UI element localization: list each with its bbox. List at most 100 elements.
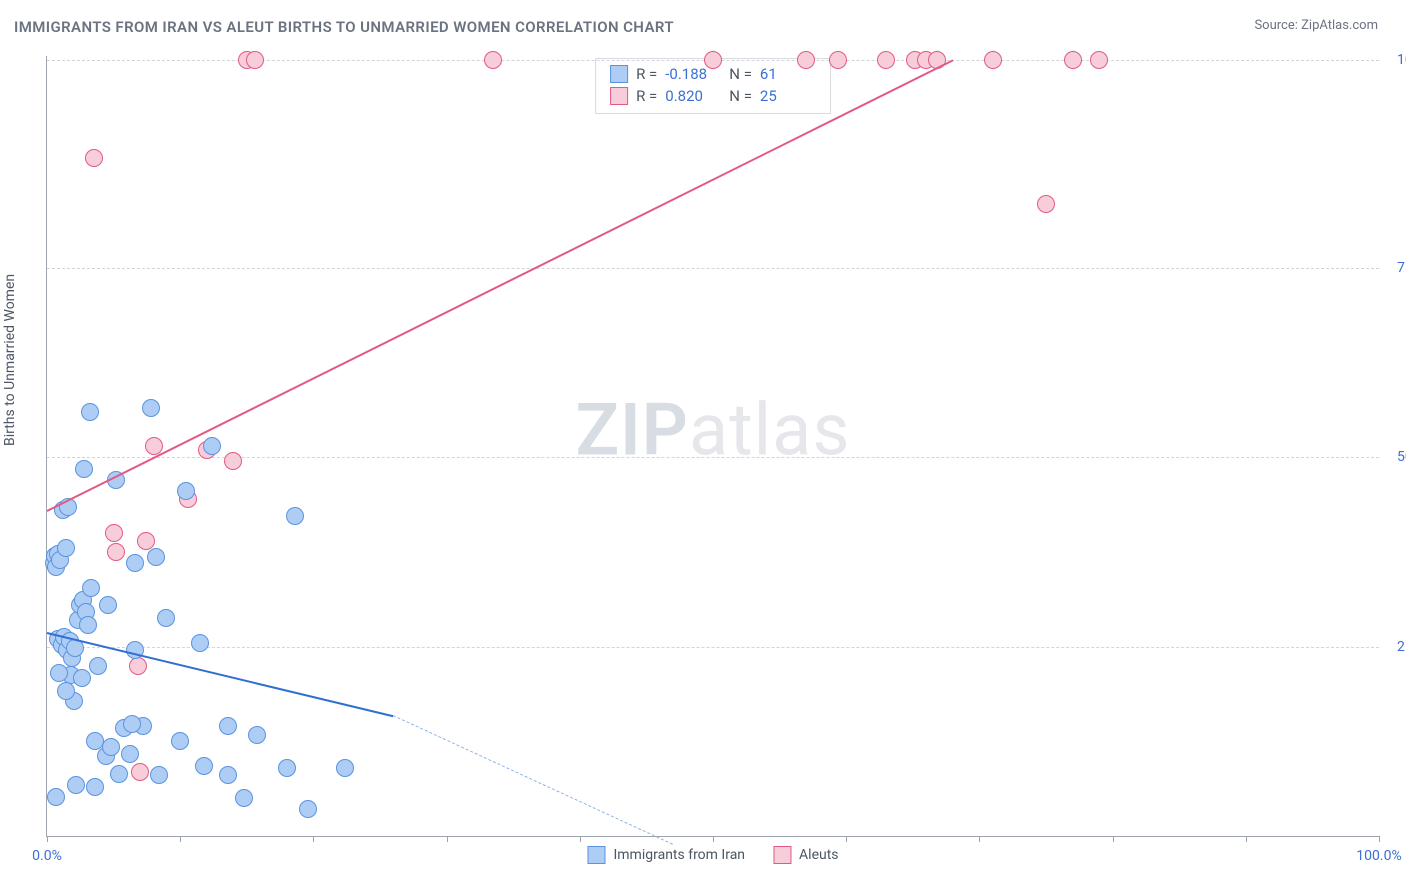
data-point-iran xyxy=(121,745,139,763)
legend-item-iran: Immigrants from Iran xyxy=(587,846,745,864)
r-value-aleut: 0.820 xyxy=(665,85,721,107)
legend-swatch-iran xyxy=(587,846,605,864)
watermark-rest: atlas xyxy=(689,388,851,473)
legend-swatch-aleut xyxy=(773,846,791,864)
legend-swatch-iran xyxy=(610,65,628,83)
data-point-iran xyxy=(195,757,213,775)
data-point-aleut xyxy=(105,524,123,542)
legend-stats-row-aleut: R = 0.820 N = 25 xyxy=(610,85,816,107)
data-point-iran xyxy=(219,717,237,735)
trend-line xyxy=(47,60,954,512)
gridline xyxy=(47,268,1379,269)
data-point-aleut xyxy=(1064,51,1082,69)
chart-title: IMMIGRANTS FROM IRAN VS ALEUT BIRTHS TO … xyxy=(14,18,674,36)
data-point-iran xyxy=(86,778,104,796)
data-point-iran xyxy=(191,634,209,652)
data-point-iran xyxy=(126,554,144,572)
y-tick-label: 50.0% xyxy=(1397,449,1406,465)
data-point-iran xyxy=(150,766,168,784)
data-point-iran xyxy=(286,507,304,525)
data-point-iran xyxy=(86,732,104,750)
data-point-iran xyxy=(79,616,97,634)
x-tick xyxy=(1113,836,1114,842)
data-point-aleut xyxy=(85,149,103,167)
data-point-iran xyxy=(89,657,107,675)
x-tick-label: 0.0% xyxy=(32,848,62,864)
data-point-iran xyxy=(299,800,317,818)
x-tick xyxy=(846,836,847,842)
x-tick xyxy=(713,836,714,842)
data-point-iran xyxy=(235,789,253,807)
data-point-iran xyxy=(177,482,195,500)
data-point-aleut xyxy=(129,657,147,675)
plot-area: ZIPatlas R = -0.188 N = 61 R = 0.820 N =… xyxy=(46,56,1379,837)
source-value: ZipAtlas.com xyxy=(1301,18,1378,33)
data-point-iran xyxy=(142,399,160,417)
data-point-iran xyxy=(50,664,68,682)
gridline xyxy=(47,457,1379,458)
x-tick xyxy=(447,836,448,842)
data-point-iran xyxy=(67,776,85,794)
y-axis-label: Births to Unmarried Women xyxy=(2,274,18,446)
data-point-aleut xyxy=(484,51,502,69)
data-point-iran xyxy=(73,669,91,687)
n-label: N = xyxy=(729,63,752,85)
n-value-aleut: 25 xyxy=(760,85,816,107)
x-tick xyxy=(1246,836,1247,842)
data-point-iran xyxy=(248,726,266,744)
data-point-aleut xyxy=(704,51,722,69)
data-point-aleut xyxy=(246,51,264,69)
data-point-aleut xyxy=(131,763,149,781)
legend-swatch-aleut xyxy=(610,87,628,105)
data-point-iran xyxy=(110,765,128,783)
watermark-bold: ZIP xyxy=(575,388,688,473)
data-point-iran xyxy=(75,460,93,478)
legend-label-iran: Immigrants from Iran xyxy=(613,847,745,863)
data-point-aleut xyxy=(877,51,895,69)
x-tick xyxy=(1379,836,1380,842)
data-point-aleut xyxy=(1037,195,1055,213)
data-point-iran xyxy=(102,738,120,756)
data-point-aleut xyxy=(224,452,242,470)
data-point-iran xyxy=(147,548,165,566)
data-point-aleut xyxy=(1090,51,1108,69)
data-point-aleut xyxy=(797,51,815,69)
data-point-iran xyxy=(82,579,100,597)
data-point-iran xyxy=(99,596,117,614)
y-tick-label: 100.0% xyxy=(1397,52,1406,68)
source-label: Source: xyxy=(1254,18,1297,33)
r-label: R = xyxy=(636,85,657,107)
watermark: ZIPatlas xyxy=(575,388,850,473)
data-point-iran xyxy=(81,403,99,421)
y-tick-label: 75.0% xyxy=(1397,260,1406,276)
source-attribution: Source: ZipAtlas.com xyxy=(1254,18,1378,33)
r-label: R = xyxy=(636,63,657,85)
data-point-iran xyxy=(336,759,354,777)
data-point-iran xyxy=(123,715,141,733)
x-tick xyxy=(979,836,980,842)
x-tick xyxy=(180,836,181,842)
trend-line xyxy=(393,715,673,845)
data-point-iran xyxy=(203,437,221,455)
legend-series: Immigrants from Iran Aleuts xyxy=(587,846,838,864)
data-point-iran xyxy=(57,682,75,700)
n-label: N = xyxy=(729,85,752,107)
x-tick xyxy=(580,836,581,842)
legend-label-aleut: Aleuts xyxy=(799,847,838,863)
chart-container: IMMIGRANTS FROM IRAN VS ALEUT BIRTHS TO … xyxy=(0,0,1406,892)
x-tick-label: 100.0% xyxy=(1356,848,1401,864)
legend-item-aleut: Aleuts xyxy=(773,846,838,864)
data-point-iran xyxy=(57,539,75,557)
data-point-aleut xyxy=(107,543,125,561)
data-point-aleut xyxy=(829,51,847,69)
x-tick xyxy=(47,836,48,842)
data-point-iran xyxy=(219,766,237,784)
gridline xyxy=(47,647,1379,648)
x-tick xyxy=(313,836,314,842)
data-point-aleut xyxy=(984,51,1002,69)
data-point-iran xyxy=(171,732,189,750)
data-point-aleut xyxy=(137,532,155,550)
data-point-iran xyxy=(278,759,296,777)
data-point-iran xyxy=(157,609,175,627)
y-tick-label: 25.0% xyxy=(1397,639,1406,655)
